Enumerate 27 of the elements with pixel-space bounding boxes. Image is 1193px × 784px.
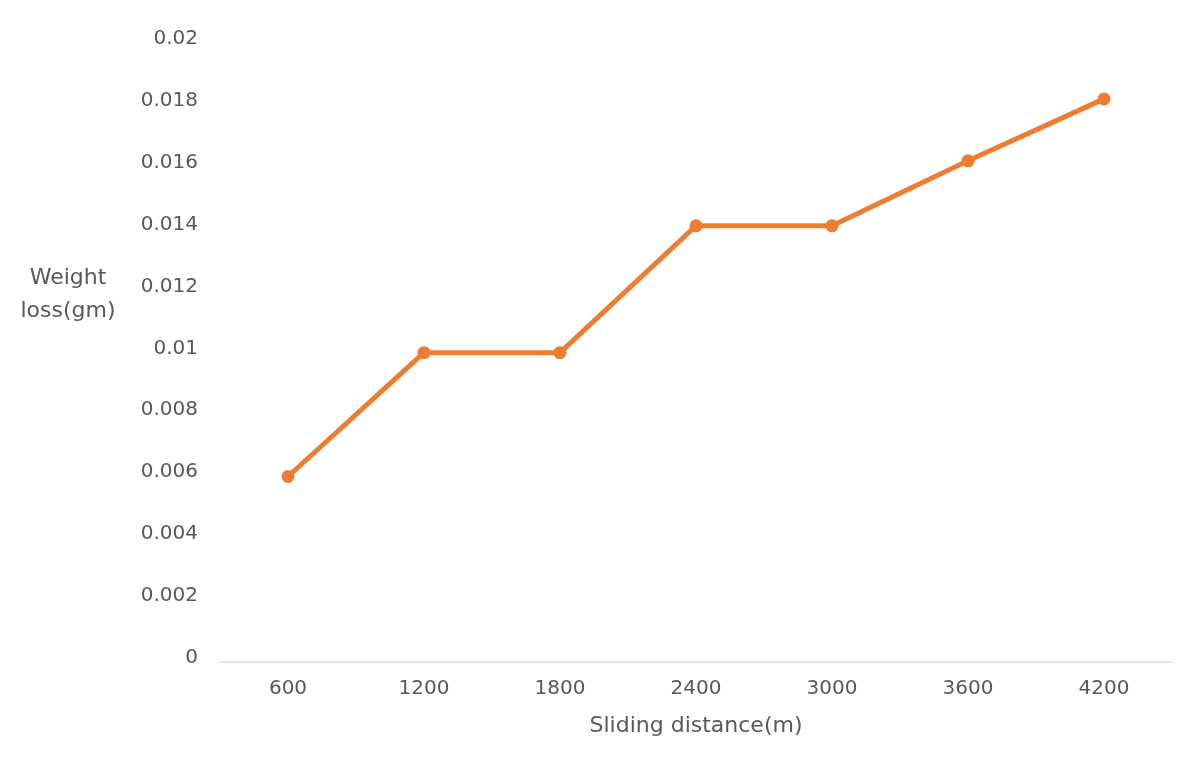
x-tick-label: 3000: [806, 675, 858, 699]
x-tick-label: 4200: [1078, 675, 1130, 699]
point: [961, 154, 975, 168]
y-tick-label: 0.008: [140, 396, 198, 421]
y-tick-label: 0.004: [140, 520, 198, 545]
y-tick-label: 0.018: [140, 86, 198, 111]
y-axis-title: Weight loss(gm): [20, 264, 116, 322]
y-tick-label: 0.012: [140, 272, 198, 297]
y-tick-label: 0.006: [140, 458, 198, 483]
point: [825, 219, 839, 233]
point: [689, 219, 703, 233]
point: [417, 346, 431, 360]
y-tick-label: 0.016: [140, 148, 198, 173]
x-tick-label: 1800: [534, 675, 586, 699]
x-tick-label: 1200: [398, 675, 450, 699]
x-axis-title: Sliding distance(m): [589, 712, 803, 737]
y-tick-label: 0.01: [153, 334, 198, 359]
y-tick-label: 0: [185, 644, 198, 668]
point: [281, 469, 295, 483]
x-tick-label: 2400: [670, 675, 722, 699]
y-tick-label: 0.014: [140, 210, 198, 235]
point: [553, 346, 567, 360]
point: [1097, 92, 1111, 106]
x-tick-label: 3600: [942, 675, 994, 699]
x-tick-label: 600: [268, 675, 308, 699]
y-tick-label: 0.02: [153, 25, 198, 49]
y-tick-label: 0.002: [140, 582, 198, 607]
